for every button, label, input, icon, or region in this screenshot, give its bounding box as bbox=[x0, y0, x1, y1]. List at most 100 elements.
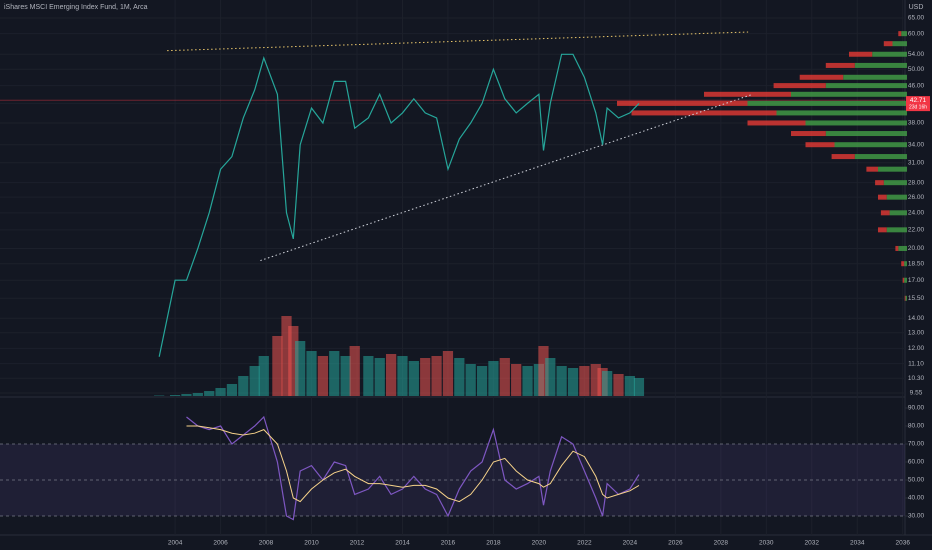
y-tick-label: 34.00 bbox=[908, 141, 925, 148]
volume-bar bbox=[226, 384, 238, 396]
profile-down bbox=[902, 277, 905, 283]
x-tick-label: 2030 bbox=[759, 540, 774, 547]
price-line bbox=[158, 53, 640, 357]
profile-up bbox=[791, 91, 907, 97]
trendline bbox=[260, 93, 753, 262]
profile-up bbox=[901, 31, 907, 37]
volume-bar bbox=[397, 356, 408, 396]
volume-bar bbox=[258, 356, 269, 396]
y-tick-label: 50.00 bbox=[908, 477, 925, 484]
profile-down bbox=[866, 166, 878, 172]
profile-down bbox=[805, 142, 835, 148]
x-tick-label: 2020 bbox=[532, 540, 547, 547]
profile-down bbox=[773, 83, 826, 89]
y-tick-label: 26.00 bbox=[908, 194, 925, 201]
x-tick-label: 2026 bbox=[668, 540, 683, 547]
y-tick-label: 18.50 bbox=[908, 260, 925, 267]
profile-up bbox=[825, 131, 907, 137]
ma-line bbox=[186, 425, 640, 503]
volume-bar bbox=[272, 336, 283, 396]
volume-bar bbox=[374, 358, 385, 396]
profile-up bbox=[805, 120, 907, 126]
volume-bar bbox=[238, 376, 249, 396]
y-tick-label: 31.00 bbox=[908, 159, 925, 166]
volume-bar bbox=[613, 374, 624, 396]
x-tick-label: 2034 bbox=[850, 540, 865, 547]
profile-up bbox=[905, 295, 907, 301]
profile-up bbox=[843, 74, 907, 80]
volume-bar bbox=[579, 366, 590, 396]
price-line bbox=[186, 415, 640, 521]
profile-up bbox=[886, 194, 907, 200]
y-tick-label: 38.00 bbox=[908, 120, 925, 127]
x-tick-label: 2004 bbox=[168, 540, 183, 547]
profile-up bbox=[883, 180, 907, 186]
y-tick-label: 40.00 bbox=[908, 495, 925, 502]
y-tick-label: 80.00 bbox=[908, 423, 925, 430]
y-tick-label: 10.30 bbox=[908, 375, 925, 382]
volume-bar bbox=[590, 364, 601, 396]
volume-bar bbox=[511, 364, 522, 396]
profile-down bbox=[883, 41, 893, 47]
x-tick-label: 2022 bbox=[577, 540, 592, 547]
volume-bar bbox=[329, 351, 340, 396]
volume-bar bbox=[420, 358, 431, 396]
volume-bar bbox=[476, 366, 488, 396]
profile-down bbox=[878, 194, 887, 200]
volume-bar bbox=[499, 358, 510, 396]
volume-bar bbox=[181, 394, 192, 396]
volume-bar bbox=[204, 391, 215, 396]
y-tick-label: 20.00 bbox=[908, 245, 925, 252]
profile-down bbox=[791, 131, 826, 137]
profile-down bbox=[825, 62, 855, 68]
y-tick-label: 9.55 bbox=[910, 390, 923, 397]
chart-title: iShares MSCI Emerging Index Fund, 1M, Ar… bbox=[4, 4, 148, 11]
profile-up bbox=[886, 227, 907, 233]
x-tick-label: 2032 bbox=[805, 540, 820, 547]
x-tick-label: 2014 bbox=[395, 540, 410, 547]
x-tick-label: 2010 bbox=[304, 540, 319, 547]
currency: USD bbox=[909, 4, 924, 11]
volume-bar bbox=[538, 346, 549, 396]
volume-bar bbox=[306, 351, 317, 396]
volume-bar bbox=[545, 358, 556, 396]
volume-bar bbox=[633, 378, 645, 396]
profile-up bbox=[825, 83, 907, 89]
y-tick-label: 46.00 bbox=[908, 82, 925, 89]
x-tick-label: 2024 bbox=[623, 540, 638, 547]
x-tick-label: 2016 bbox=[441, 540, 456, 547]
profile-down bbox=[880, 210, 890, 216]
x-tick-label: 2008 bbox=[259, 540, 274, 547]
last-price-box bbox=[906, 96, 930, 112]
volume-bar bbox=[363, 356, 374, 396]
x-tick-label: 2012 bbox=[350, 540, 365, 547]
profile-up bbox=[898, 245, 907, 251]
volume-bar bbox=[249, 366, 260, 396]
y-tick-label: 24.00 bbox=[908, 210, 925, 217]
volume-bar bbox=[624, 376, 635, 396]
profile-down bbox=[904, 295, 906, 301]
volume-bar bbox=[317, 356, 329, 396]
profile-down bbox=[875, 180, 884, 186]
y-tick-label: 12.00 bbox=[908, 345, 925, 352]
countdown-label: 23d 16h bbox=[909, 104, 927, 110]
y-tick-label: 11.10 bbox=[908, 360, 924, 367]
y-tick-label: 65.00 bbox=[908, 15, 925, 22]
profile-down bbox=[898, 31, 902, 37]
y-tick-label: 13.00 bbox=[908, 329, 925, 336]
profile-up bbox=[904, 277, 907, 283]
volume-bar bbox=[295, 341, 306, 396]
profile-up bbox=[892, 41, 907, 47]
volume-bar bbox=[567, 368, 579, 396]
volume-bar bbox=[340, 356, 351, 396]
y-tick-label: 60.00 bbox=[908, 30, 925, 37]
y-tick-label: 70.00 bbox=[908, 441, 925, 448]
profile-up bbox=[854, 154, 907, 160]
profile-up bbox=[747, 100, 907, 106]
profile-down bbox=[704, 91, 791, 97]
y-tick-label: 60.00 bbox=[908, 459, 925, 466]
profile-up bbox=[904, 261, 907, 267]
volume-bar bbox=[431, 356, 442, 396]
